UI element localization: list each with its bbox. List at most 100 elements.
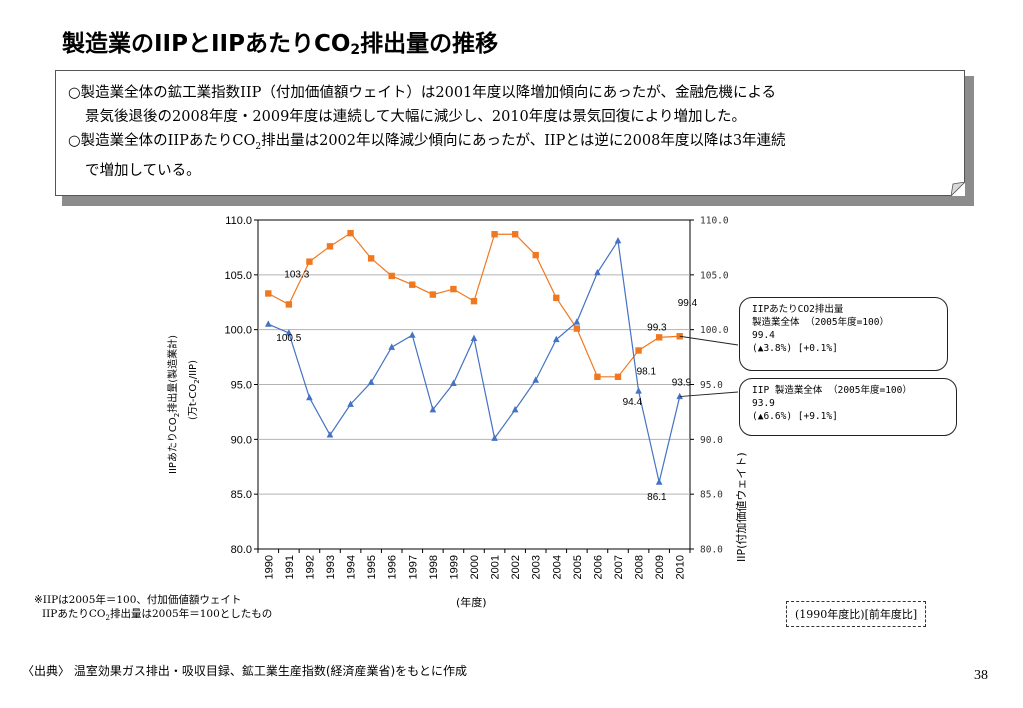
y2-tick-label: 105.0 [700,270,729,281]
x-tick-label: 1998 [428,555,440,579]
y-tick-label: 80.0 [231,544,252,556]
x-tick-label: 2008 [634,555,646,579]
co2-data-point [553,294,560,302]
footnote-line-1: ※IIPは2005年＝100、付加価値額ウェイト [34,594,242,606]
iip-data-point [552,335,560,343]
data-label: 100.5 [276,333,301,344]
iip-data-point [470,334,478,342]
note-line-1: ○製造業全体の鉱工業指数IIP（付加価値額ウェイト）は2001年度以降増加傾向に… [68,85,777,101]
source-note: 〈出典〉 温室効果ガス排出・吸収目録、鉱工業生産指数(経済産業省)をもとに作成 [22,664,467,678]
x-tick-label: 2004 [551,555,563,579]
y-tick-label: 105.0 [224,270,252,282]
co2-data-point [388,272,395,280]
iip-data-point [429,405,437,413]
summary-note-box: ○製造業全体の鉱工業指数IIP（付加価値額ウェイト）は2001年度以降増加傾向に… [55,70,965,196]
y-tick-label: 110.0 [225,215,252,227]
iip-data-point [450,379,457,387]
callout-co2-line-1: IIPあたりCO2排出量 [752,304,844,315]
co2-data-point [491,231,498,238]
co2-data-point [532,251,539,259]
x-tick-label: 2001 [490,555,502,579]
callout-co2-pointer [679,335,739,346]
x-tick-label: 1996 [387,555,399,579]
x-tick-label: 1992 [304,555,316,579]
co2-data-point [573,325,581,332]
x-tick-label: 2010 [675,555,687,579]
data-label: 93.9 [672,378,692,389]
page-number: 38 [974,668,988,683]
y2-tick-label: 90.0 [700,435,723,446]
co2-data-point [614,373,622,381]
x-tick-label: 1993 [325,555,337,579]
note-line-4: で増加している。 [85,162,201,179]
co2-data-point [306,258,313,265]
page-title: 製造業のIIPとIIPあたりCO2排出量の推移 [62,31,499,58]
y-tick-label: 90.0 [231,434,252,446]
x-tick-label: 1994 [346,555,358,579]
x-tick-label: 1997 [407,555,419,579]
y2-axis-label-iip: IIP(付加価値ウェイト) [735,452,748,562]
data-label: 94.4 [623,397,643,408]
data-label: 103.3 [284,269,309,280]
x-axis-label: (年度) [456,596,487,609]
iip-data-point [408,331,416,338]
co2-data-point [655,334,663,341]
x-tick-label: 1990 [263,555,275,579]
data-label: 98.1 [637,367,657,378]
co2-data-point [635,347,642,354]
x-tick-label: 2006 [592,555,604,579]
co2-data-point [367,255,375,262]
page-fold-icon [951,182,965,196]
co2-data-point [326,243,334,250]
callout-iip-pointer [679,391,739,398]
x-tick-label: 1991 [284,555,296,579]
iip-data-point [655,478,663,485]
co2-data-point [285,301,293,308]
footnote: ※IIPは2005年＝100、付加価値額ウェイト IIPあたりCO2排出量は20… [34,593,272,625]
callout-co2-per-iip: IIPあたりCO2排出量 製造業全体 （2005年度=100） 99.4 (▲3… [739,297,948,371]
callout-iip-line-1: IIP 製造業全体 （2005年度=100） [752,385,912,396]
footnote-line-2: IIPあたりCO2排出量は2005年＝100としたもの [42,608,273,623]
iip-data-point [326,431,334,438]
x-tick-label: 2007 [613,555,625,579]
iip-data-point [285,329,293,336]
iip-data-point [614,237,622,244]
co2-data-point [265,290,272,297]
iip-data-point [594,268,601,276]
data-label: 86.1 [647,492,667,503]
iip-data-point [511,405,519,413]
x-tick-label: 2005 [572,555,584,579]
iip-data-point [676,392,684,400]
co2-data-point [409,281,416,288]
y2-tick-label: 85.0 [700,490,723,501]
co2-data-point [429,291,437,298]
data-label: 99.4 [678,298,698,309]
iip-data-point [367,378,375,385]
co2-data-point [511,231,519,238]
x-tick-label: 2002 [510,555,522,579]
iip-data-point [573,318,581,325]
iip-data-point [306,393,313,401]
data-label: 99.3 [647,322,667,333]
co2-data-point [470,297,478,305]
iip-data-point [635,387,642,394]
co2-data-point [347,229,354,237]
iip-data-point [264,320,272,327]
iip-data-point [388,343,396,350]
note-line-2: 景気後退後の2008年度・2009年度は連続して大幅に減少し、2010年度は景気… [85,109,746,125]
x-tick-label: 1995 [366,555,378,579]
callout-iip: IIP 製造業全体 （2005年度=100） 93.9 (▲6.6%) [+9.… [739,378,957,436]
x-tick-label: 2009 [654,555,666,579]
y2-tick-label: 80.0 [700,545,723,556]
y2-tick-label: 110.0 [700,216,729,227]
co2-data-point [594,373,601,381]
callout-co2-line-2: 製造業全体 （2005年度=100） [752,317,889,328]
x-tick-label: 2003 [531,555,543,579]
co2-data-point [450,285,457,293]
x-tick-label: 2000 [469,555,481,579]
note-line-3: ○製造業全体のIIPあたりCO2排出量は2002年以降減少傾向にあったが、IIP… [68,133,786,152]
iip-data-point [491,434,498,441]
callout-co2-line-3: 99.4 [752,330,775,341]
callout-iip-line-3: (▲6.6%) [+9.1%] [752,411,838,422]
